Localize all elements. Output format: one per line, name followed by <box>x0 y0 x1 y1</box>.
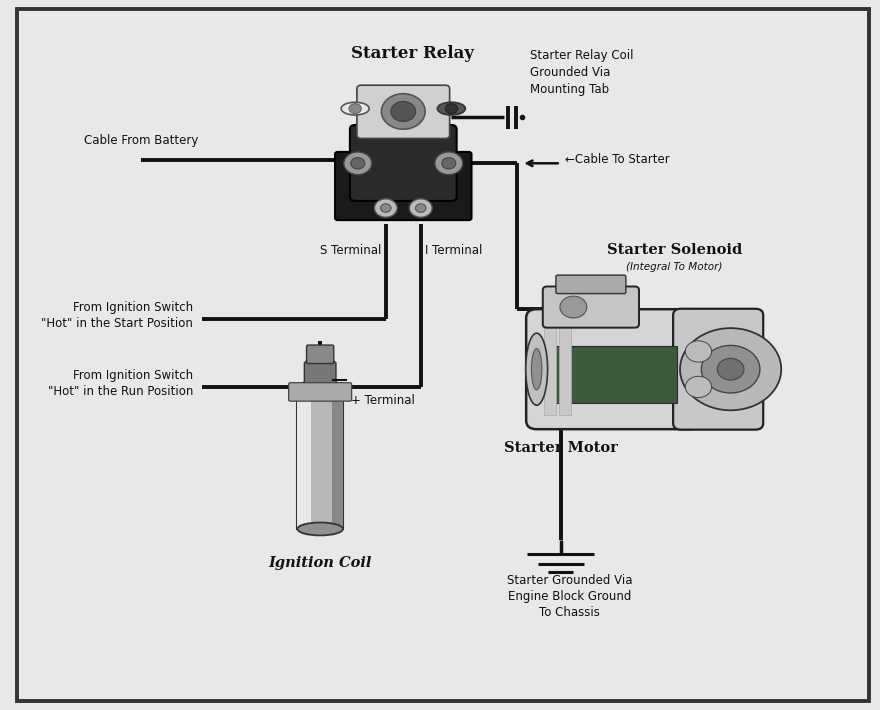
Bar <box>544 323 556 415</box>
Bar <box>297 387 311 529</box>
Circle shape <box>409 199 432 217</box>
Circle shape <box>351 158 365 169</box>
Text: Cable From Battery: Cable From Battery <box>84 134 198 147</box>
Text: + Terminal: + Terminal <box>351 394 414 407</box>
Circle shape <box>435 152 463 175</box>
Bar <box>297 387 343 529</box>
Circle shape <box>445 104 458 114</box>
Bar <box>550 346 677 403</box>
FancyBboxPatch shape <box>556 275 626 294</box>
Ellipse shape <box>532 349 542 390</box>
FancyBboxPatch shape <box>673 309 763 430</box>
Circle shape <box>680 328 781 410</box>
Ellipse shape <box>297 523 343 535</box>
FancyBboxPatch shape <box>335 152 472 220</box>
Text: (Integral To Motor): (Integral To Motor) <box>627 261 722 272</box>
Text: Starter Relay Coil
Grounded Via
Mounting Tab: Starter Relay Coil Grounded Via Mounting… <box>530 49 634 96</box>
FancyBboxPatch shape <box>306 345 334 364</box>
Circle shape <box>415 204 426 212</box>
Circle shape <box>374 199 397 217</box>
Text: Starter Relay: Starter Relay <box>350 45 473 62</box>
Circle shape <box>380 204 391 212</box>
FancyBboxPatch shape <box>543 286 639 328</box>
Bar <box>559 323 571 415</box>
Text: Ignition Coil: Ignition Coil <box>268 556 372 570</box>
Text: Starter Grounded Via
Engine Block Ground
To Chassis: Starter Grounded Via Engine Block Ground… <box>507 574 632 618</box>
Circle shape <box>560 296 587 318</box>
Circle shape <box>344 152 371 175</box>
Ellipse shape <box>437 102 466 115</box>
Ellipse shape <box>525 333 547 405</box>
Circle shape <box>686 376 712 398</box>
Circle shape <box>349 104 362 114</box>
Text: ←Cable To Starter: ←Cable To Starter <box>565 153 670 166</box>
Circle shape <box>717 359 744 380</box>
Text: Starter Solenoid: Starter Solenoid <box>607 244 742 258</box>
Circle shape <box>701 346 760 393</box>
Circle shape <box>686 341 712 362</box>
Text: From Ignition Switch
"Hot" in the Run Position: From Ignition Switch "Hot" in the Run Po… <box>48 369 194 398</box>
Text: I Terminal: I Terminal <box>425 244 482 256</box>
FancyBboxPatch shape <box>304 361 336 393</box>
Circle shape <box>442 158 456 169</box>
Bar <box>332 387 343 529</box>
Text: S Terminal: S Terminal <box>320 244 381 256</box>
Circle shape <box>381 94 425 129</box>
FancyBboxPatch shape <box>289 383 352 401</box>
Ellipse shape <box>297 381 343 393</box>
Ellipse shape <box>341 102 369 115</box>
FancyBboxPatch shape <box>357 85 450 138</box>
FancyBboxPatch shape <box>526 310 700 429</box>
Text: From Ignition Switch
"Hot" in the Start Position: From Ignition Switch "Hot" in the Start … <box>41 302 194 330</box>
FancyBboxPatch shape <box>350 125 457 201</box>
Circle shape <box>391 102 415 121</box>
Text: Starter Motor: Starter Motor <box>503 440 618 454</box>
